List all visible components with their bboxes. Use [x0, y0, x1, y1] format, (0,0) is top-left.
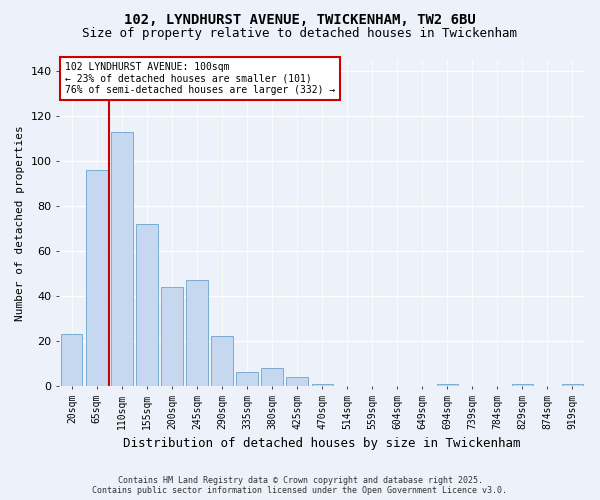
Bar [562, 384, 583, 386]
Bar [86, 170, 107, 386]
Bar [61, 334, 82, 386]
Bar [286, 377, 308, 386]
Bar [311, 384, 333, 386]
Bar [236, 372, 258, 386]
Bar [211, 336, 233, 386]
Bar [136, 224, 158, 386]
Bar [262, 368, 283, 386]
Bar [111, 132, 133, 386]
Bar [512, 384, 533, 386]
Y-axis label: Number of detached properties: Number of detached properties [15, 125, 25, 321]
Text: 102, LYNDHURST AVENUE, TWICKENHAM, TW2 6BU: 102, LYNDHURST AVENUE, TWICKENHAM, TW2 6… [124, 12, 476, 26]
Bar [187, 280, 208, 386]
X-axis label: Distribution of detached houses by size in Twickenham: Distribution of detached houses by size … [124, 437, 521, 450]
Bar [161, 287, 182, 386]
Text: Contains HM Land Registry data © Crown copyright and database right 2025.
Contai: Contains HM Land Registry data © Crown c… [92, 476, 508, 495]
Text: 102 LYNDHURST AVENUE: 100sqm
← 23% of detached houses are smaller (101)
76% of s: 102 LYNDHURST AVENUE: 100sqm ← 23% of de… [65, 62, 335, 95]
Bar [437, 384, 458, 386]
Text: Size of property relative to detached houses in Twickenham: Size of property relative to detached ho… [83, 28, 517, 40]
